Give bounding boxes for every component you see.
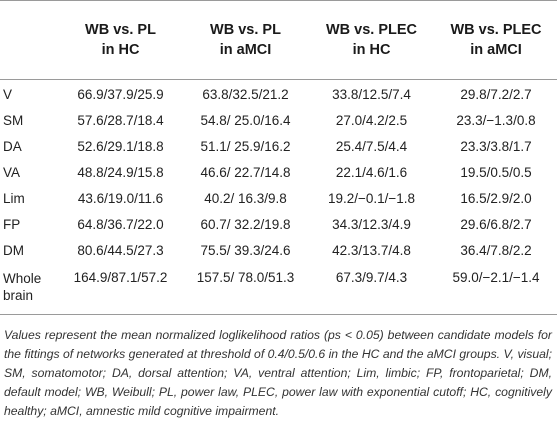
- header-blank: [0, 0, 58, 79]
- table-cell: 63.8/32.5/21.2: [202, 86, 289, 102]
- row-label: VA: [3, 164, 21, 180]
- table-cell: 23.3/−1.3/0.8: [456, 112, 536, 128]
- row-label: Whole brain: [0, 263, 58, 311]
- table-row: SM 57.6/28.7/18.4 54.8/ 25.0/16.4 27.0/4…: [0, 107, 557, 133]
- table-cell: 42.3/13.7/4.8: [332, 242, 411, 258]
- col-header-line: WB vs. PLEC: [450, 21, 542, 38]
- table-row: Lim 43.6/19.0/11.6 40.2/ 16.3/9.8 19.2/−…: [0, 185, 557, 211]
- table-cell: 59.0/−2.1/−1.4: [452, 270, 540, 285]
- row-label: Lim: [3, 190, 25, 206]
- table-cell: 29.6/6.8/2.7: [460, 216, 532, 232]
- table-row: FP 64.8/36.7/22.0 60.7/ 32.2/19.8 34.3/1…: [0, 211, 557, 237]
- row-label: DA: [3, 138, 22, 154]
- col-header-line: in HC: [101, 41, 140, 58]
- table-row: VA 48.8/24.9/15.8 46.6/ 22.7/14.8 22.1/4…: [0, 159, 557, 185]
- table-cell: 23.3/3.8/1.7: [460, 138, 532, 154]
- table-cell: 19.2/−0.1/−1.8: [327, 190, 416, 206]
- table-cell: 52.6/29.1/18.8: [77, 138, 164, 154]
- table-cell: 51.1/ 25.9/16.2: [200, 138, 291, 154]
- table-cell: 43.6/19.0/11.6: [77, 190, 164, 206]
- top-rule: [0, 0, 557, 1]
- col-header-wb-plec-hc: WB vs. PLEC in HC: [308, 0, 435, 79]
- table-cell: 64.8/36.7/22.0: [77, 216, 164, 232]
- table-footnote: Values represent the mean normalized log…: [4, 328, 552, 418]
- table-cell: 157.5/ 78.0/51.3: [196, 270, 295, 285]
- table-cell: 22.1/4.6/1.6: [335, 164, 408, 180]
- row-label: SM: [3, 112, 24, 128]
- table-cell: 67.3/9.7/4.3: [335, 270, 408, 285]
- row-label: FP: [3, 216, 21, 232]
- table-cell: 27.0/4.2/2.5: [335, 112, 408, 128]
- col-header-line: WB vs. PLEC: [325, 21, 418, 38]
- col-header-line: in aMCI: [470, 41, 522, 58]
- table-cell: 80.6/44.5/27.3: [77, 242, 164, 258]
- table-cell: 60.7/ 32.2/19.8: [200, 216, 291, 232]
- table-cell: 29.8/7.2/2.7: [460, 86, 532, 102]
- table-cell: 40.2/ 16.3/9.8: [204, 190, 287, 206]
- table-cell: 25.4/7.5/4.4: [335, 138, 408, 154]
- table-row: Whole brain 164.9/87.1/57.2 157.5/ 78.0/…: [0, 263, 557, 311]
- col-header-line: WB vs. PL: [85, 21, 156, 38]
- table-cell: 54.8/ 25.0/16.4: [200, 112, 291, 128]
- col-header-line: in HC: [352, 41, 391, 58]
- table-cell: 33.8/12.5/7.4: [332, 86, 411, 102]
- col-header-line: WB vs. PL: [210, 21, 281, 38]
- row-label-line: Whole: [3, 271, 42, 286]
- header-row: WB vs. PL in HC WB vs. PL in aMCI WB vs.…: [0, 0, 557, 79]
- table-cell: 48.8/24.9/15.8: [77, 164, 164, 180]
- table-cell: 164.9/87.1/57.2: [73, 270, 168, 285]
- table-cell: 46.6/ 22.7/14.8: [200, 164, 291, 180]
- bottom-rule: [0, 314, 557, 315]
- col-header-wb-pl-amci: WB vs. PL in aMCI: [183, 0, 308, 79]
- row-label: V: [3, 86, 13, 102]
- table-row: V 66.9/37.9/25.9 63.8/32.5/21.2 33.8/12.…: [0, 79, 557, 107]
- table-cell: 57.6/28.7/18.4: [77, 112, 164, 128]
- header-rule: [0, 79, 557, 80]
- table-cell: 36.4/7.8/2.2: [460, 242, 532, 258]
- row-label-line: brain: [3, 288, 34, 303]
- results-table: WB vs. PL in HC WB vs. PL in aMCI WB vs.…: [0, 0, 557, 311]
- table-cell: 16.5/2.9/2.0: [460, 190, 532, 206]
- col-header-line: in aMCI: [219, 41, 272, 58]
- row-label: DM: [3, 242, 24, 258]
- table-row: DA 52.6/29.1/18.8 51.1/ 25.9/16.2 25.4/7…: [0, 133, 557, 159]
- col-header-wb-plec-amci: WB vs. PLEC in aMCI: [435, 0, 557, 79]
- table-cell: 75.5/ 39.3/24.6: [200, 242, 291, 258]
- table-cell: 66.9/37.9/25.9: [77, 86, 164, 102]
- table-row: DM 80.6/44.5/27.3 75.5/ 39.3/24.6 42.3/1…: [0, 237, 557, 263]
- table-cell: 34.3/12.3/4.9: [332, 216, 411, 232]
- col-header-wb-pl-hc: WB vs. PL in HC: [58, 0, 183, 79]
- table-cell: 19.5/0.5/0.5: [460, 164, 532, 180]
